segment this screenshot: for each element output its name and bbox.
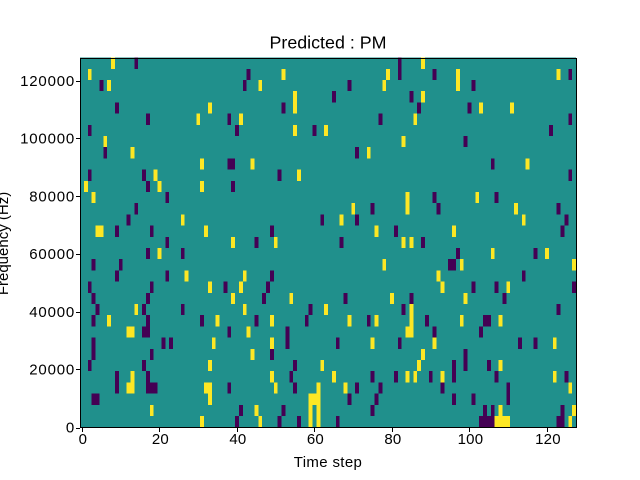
- svg-text:60: 60: [307, 431, 324, 448]
- svg-text:120: 120: [535, 431, 561, 448]
- svg-text:0: 0: [66, 420, 75, 437]
- svg-text:80: 80: [384, 431, 401, 448]
- svg-text:40000: 40000: [29, 304, 75, 321]
- svg-text:60000: 60000: [29, 246, 75, 263]
- svg-text:0: 0: [79, 431, 88, 448]
- svg-text:Time step: Time step: [294, 454, 362, 471]
- svg-text:40: 40: [229, 431, 246, 448]
- svg-text:80000: 80000: [29, 188, 75, 205]
- svg-text:20000: 20000: [29, 362, 75, 379]
- svg-text:Frequency (Hz): Frequency (Hz): [0, 192, 12, 295]
- svg-text:120000: 120000: [20, 73, 75, 90]
- svg-text:100: 100: [458, 431, 484, 448]
- svg-text:100000: 100000: [20, 131, 75, 148]
- svg-text:20: 20: [152, 431, 169, 448]
- svg-text:Predicted : PM: Predicted : PM: [269, 33, 386, 53]
